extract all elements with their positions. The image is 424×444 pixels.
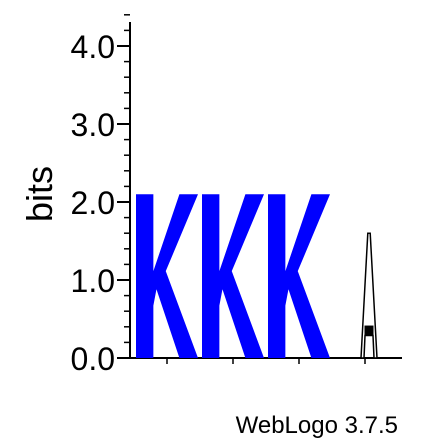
y-axis-label: bits	[19, 166, 60, 222]
y-tick-label: 2.0	[71, 185, 115, 221]
weblogo-credit: WebLogo 3.7.5	[235, 412, 398, 439]
y-tick-label: 3.0	[71, 107, 115, 143]
x-axis	[130, 357, 402, 364]
logo-letter-K	[202, 194, 264, 358]
logo-letter-K	[268, 194, 330, 358]
y-axis: 0.0 1.0 2.0 3.0 4.0	[71, 14, 131, 377]
y-tick-label: 0.0	[71, 341, 115, 377]
logo-letter-K	[136, 194, 198, 358]
logo-letter-A	[360, 232, 378, 359]
y-tick-label: 4.0	[71, 29, 115, 65]
logo-stacks	[136, 194, 378, 359]
y-tick-label: 1.0	[71, 263, 115, 299]
logo-letter-A-crossbar	[364, 325, 374, 336]
